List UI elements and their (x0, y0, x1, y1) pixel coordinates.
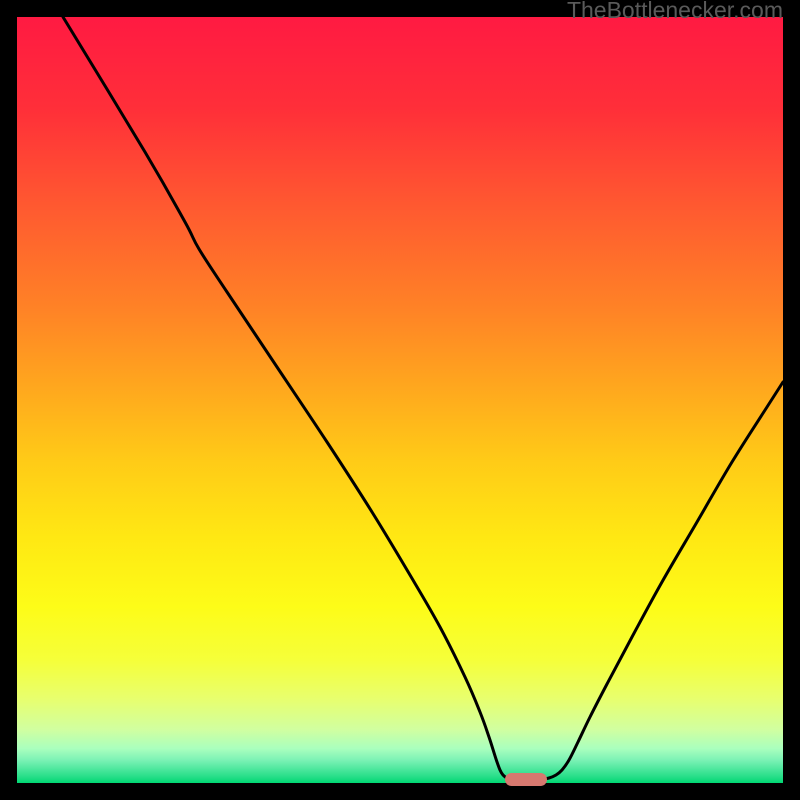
bottleneck-curve (0, 0, 800, 800)
optimum-marker (505, 773, 547, 786)
